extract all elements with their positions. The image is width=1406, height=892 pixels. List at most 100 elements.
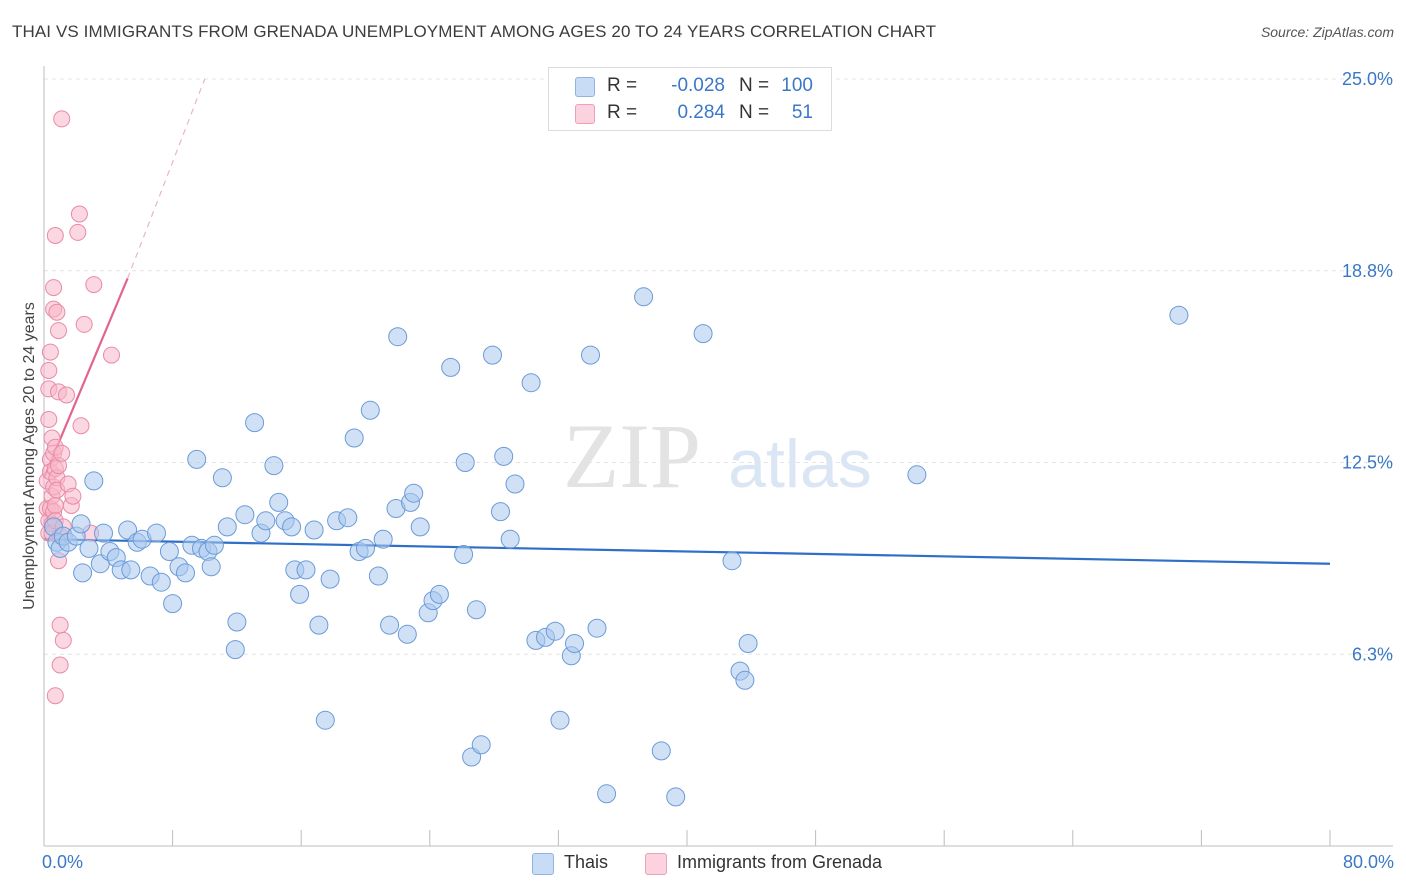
data-point [494,446,514,466]
data-point [51,656,69,674]
data-point [75,315,93,333]
data-point [121,560,141,580]
data-point [320,569,340,589]
data-point [565,634,584,653]
r-label: R = [607,102,638,123]
data-point [454,545,474,564]
data-point [70,205,88,223]
data-point [722,551,742,571]
data-point [693,324,713,344]
data-point [54,631,72,649]
data-point [738,634,758,653]
data-point [471,735,491,755]
data-point [85,276,103,294]
data-point [634,287,654,307]
n-value: 100 [781,75,813,96]
data-point [397,624,417,644]
data-point [46,687,64,705]
data-point [187,449,207,469]
data-point [373,529,393,549]
data-point [344,428,364,448]
axes [43,66,1393,847]
data-point [282,517,302,537]
data-point [225,640,245,660]
legend-swatch-thais [532,853,554,875]
data-point [45,279,63,297]
data-point [46,497,64,514]
data-point [227,612,247,632]
data-point [455,453,475,472]
data-point [71,514,91,534]
data-point [581,345,600,365]
data-point [50,322,67,340]
data-point [545,621,565,641]
data-point [491,502,510,522]
data-point [441,357,461,377]
data-point [269,492,289,512]
data-point [380,615,400,635]
data-point [1169,305,1189,325]
thais-swatch [575,77,595,97]
data-point [73,563,93,583]
watermark: ZIP atlas [563,405,872,507]
data-point [53,444,71,462]
r-label: R = [607,75,638,96]
data-point [41,343,59,361]
trend-extension-grenada [127,78,206,279]
gridlines [44,78,1393,655]
x-tick-min: 0.0% [42,852,84,872]
data-point [666,787,686,807]
trend-line-thais [43,538,1331,565]
watermark-atlas: atlas [728,426,872,502]
data-point [201,557,221,577]
y-tick-label: 12.5% [1342,453,1393,473]
data-point [368,566,388,586]
series-grenada [38,110,120,705]
data-point [429,584,449,604]
legend: Thais Immigrants from Grenada [0,852,1406,876]
r-value: 0.284 [677,102,725,123]
y-tick-label: 6.3% [1352,644,1393,664]
data-point [235,505,255,525]
data-point [159,542,179,561]
data-point [53,110,71,128]
data-point [296,560,316,580]
data-point [245,413,265,433]
data-point [315,710,335,730]
n-value: 51 [791,102,813,123]
data-point [410,517,430,537]
r-value: -0.028 [671,75,725,96]
data-point [338,508,358,528]
data-point [163,594,183,614]
data-point [597,784,617,804]
y-tick-labels: 6.3% 12.5% 18.8% 25.0% [1342,69,1393,664]
data-point [651,741,671,761]
data-point [466,600,486,620]
data-point [84,471,104,491]
data-point [404,483,424,503]
data-point [500,529,520,549]
source-label: Source: ZipAtlas.com [1260,24,1394,40]
data-point [356,538,375,558]
data-point [103,346,120,364]
data-point [147,523,166,543]
data-point [72,417,90,435]
data-point [483,345,502,365]
data-point [290,584,310,604]
data-point [69,223,87,241]
n-label: N = [739,102,770,123]
data-point [94,523,113,543]
watermark-zip: ZIP [563,405,701,507]
legend-label-thais: Thais [564,852,609,872]
data-point [907,465,927,485]
chart-title: THAI VS IMMIGRANTS FROM GRENADA UNEMPLOY… [12,22,937,41]
data-point [587,618,607,638]
data-point [521,373,541,393]
data-point [40,362,58,379]
data-point [176,563,195,583]
data-point [64,487,82,505]
data-point [212,468,232,488]
data-point [360,400,380,420]
data-point [505,474,525,494]
y-tick-label: 18.8% [1342,261,1393,281]
